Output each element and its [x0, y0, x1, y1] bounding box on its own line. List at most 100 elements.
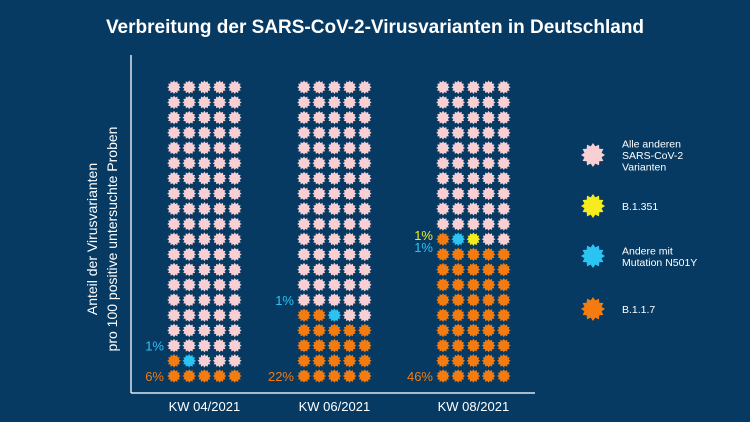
waffle-unit [497, 186, 511, 201]
waffle-unit [228, 338, 242, 353]
waffle-unit [312, 262, 326, 277]
waffle-unit [212, 202, 227, 216]
waffle-unit [497, 369, 511, 383]
waffle-unit [481, 308, 496, 322]
waffle-unit [297, 110, 311, 125]
waffle-unit [212, 156, 227, 170]
waffle-unit [451, 126, 465, 140]
waffle-unit [327, 232, 342, 246]
waffle-unit [228, 80, 242, 94]
waffle-unit [436, 369, 450, 383]
waffle-unit [358, 202, 372, 216]
waffle-unit [342, 141, 357, 155]
waffle-unit [497, 95, 511, 110]
waffle-unit [497, 202, 511, 216]
waffle-unit [182, 354, 196, 368]
waffle-unit [167, 278, 181, 292]
waffle-unit [358, 171, 372, 186]
legend-label: Varianten [622, 162, 666, 174]
waffle-unit [436, 323, 450, 338]
waffle-unit [358, 80, 372, 94]
waffle-unit [327, 171, 342, 186]
waffle-unit [497, 354, 511, 368]
waffle-unit [436, 141, 450, 155]
waffle-unit [451, 369, 465, 383]
waffle-unit [451, 247, 465, 262]
waffle-unit [497, 262, 511, 277]
waffle-unit [451, 80, 465, 94]
waffle-unit [327, 156, 342, 170]
waffle-unit [358, 156, 372, 170]
waffle-unit [228, 369, 242, 383]
waffle-unit [228, 156, 242, 170]
waffle-unit [297, 141, 311, 155]
waffle-unit [228, 95, 242, 110]
waffle-unit [342, 247, 357, 262]
waffle-unit [466, 80, 481, 94]
waffle-unit [342, 232, 357, 246]
waffle-unit [167, 126, 181, 140]
waffle-unit [451, 232, 465, 246]
waffle-unit [182, 369, 196, 383]
waffle-unit [312, 354, 326, 368]
waffle-unit [212, 217, 227, 231]
waffle-unit [466, 95, 481, 110]
waffle-unit [212, 110, 227, 125]
waffle-unit [358, 323, 372, 338]
waffle-unit [297, 293, 311, 307]
waffle-unit [451, 156, 465, 170]
waffle-unit [327, 126, 342, 140]
waffle-unit [466, 247, 481, 262]
waffle-unit [497, 217, 511, 231]
waffle-unit [312, 232, 326, 246]
legend-marker-b-1-351 [581, 194, 605, 218]
waffle-unit [167, 232, 181, 246]
waffle-unit [327, 141, 342, 155]
waffle-unit [327, 95, 342, 110]
waffle-unit [182, 338, 196, 353]
waffle-unit [312, 247, 326, 262]
waffle-unit [212, 126, 227, 140]
waffle-unit [481, 217, 496, 231]
waffle-unit [451, 217, 465, 231]
waffle-unit [228, 278, 242, 292]
waffle-unit [481, 95, 496, 110]
waffle-unit [297, 247, 311, 262]
waffle-unit [342, 126, 357, 140]
waffle-unit [212, 278, 227, 292]
waffle-unit [212, 262, 227, 277]
waffle-unit [497, 141, 511, 155]
waffle-unit [436, 262, 450, 277]
y-axis-label-line2: pro 100 positive untersuchte Proben [104, 127, 120, 352]
waffle-unit [297, 126, 311, 140]
waffle-unit [297, 354, 311, 368]
waffle-unit [358, 247, 372, 262]
waffle-unit [481, 338, 496, 353]
waffle-unit [212, 369, 227, 383]
waffle-unit [342, 171, 357, 186]
waffle-unit [451, 262, 465, 277]
waffle-unit [167, 217, 181, 231]
waffle-unit [297, 217, 311, 231]
waffle-unit [167, 262, 181, 277]
waffle-unit [197, 232, 212, 246]
data-label-b117: 46% [407, 369, 433, 384]
waffle-unit [167, 338, 181, 353]
waffle-unit [342, 110, 357, 125]
waffle-unit [451, 293, 465, 307]
waffle-unit [497, 156, 511, 170]
waffle-unit [228, 232, 242, 246]
waffle-unit [197, 141, 212, 155]
waffle-unit [197, 171, 212, 186]
waffle-unit [167, 141, 181, 155]
waffle-unit [466, 171, 481, 186]
waffle-unit [167, 110, 181, 125]
waffle-unit [297, 338, 311, 353]
waffle-unit [182, 308, 196, 322]
waffle-unit [297, 202, 311, 216]
data-label-n501y: 1% [275, 293, 294, 308]
waffle-unit [167, 354, 181, 368]
waffle-unit [297, 80, 311, 94]
waffle-unit [197, 338, 212, 353]
waffle-unit [327, 186, 342, 201]
